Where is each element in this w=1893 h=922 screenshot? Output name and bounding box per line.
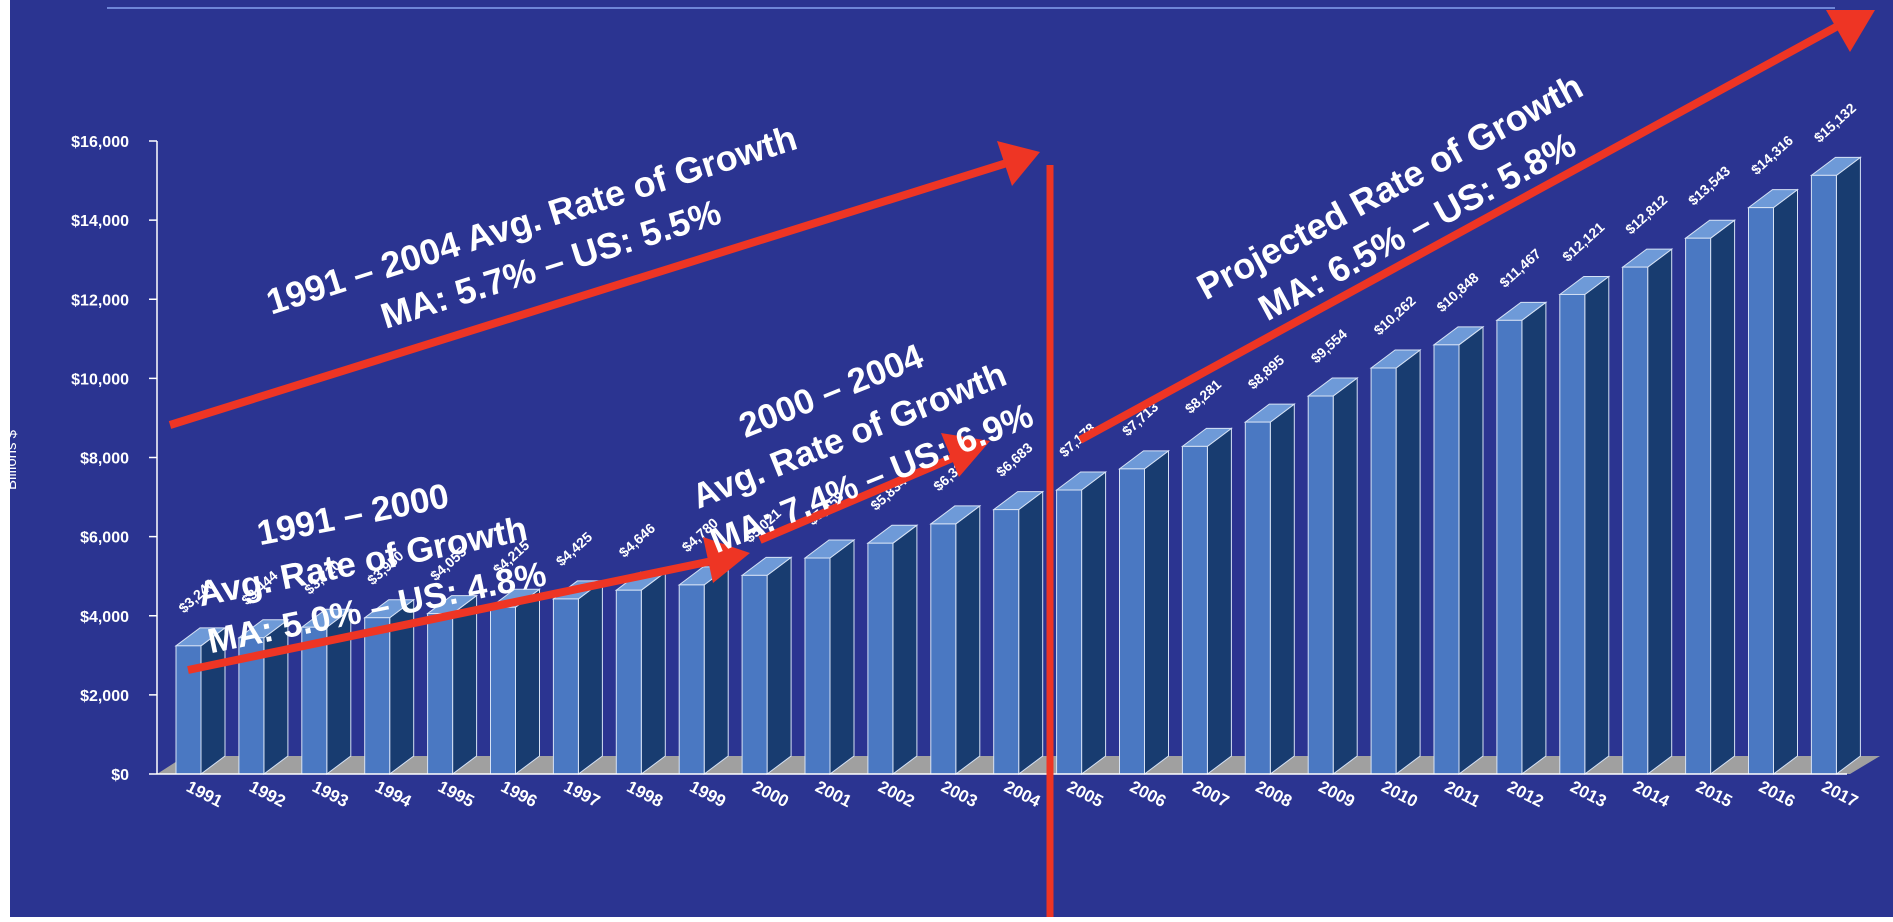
bar-front [1622,266,1649,775]
bar-1992 [237,618,290,775]
arrow-1991-2000 [187,537,750,674]
bar-2017 [1809,156,1862,775]
growth-arrows [168,10,1875,917]
bar-side [577,579,603,775]
bar-side [1332,377,1358,775]
bar-side [515,588,540,775]
bar-front [1748,207,1774,775]
bar-front [1685,237,1712,775]
bar-side [1269,403,1295,775]
bar-1997 [551,579,604,775]
bar-front [1370,367,1397,775]
bar-side [640,571,666,775]
bar-2015 [1684,219,1737,775]
bar-front [1307,395,1334,775]
arrow-projected [1078,10,1875,444]
arrow-2000-2004 [758,433,990,544]
bar-side [1835,156,1861,775]
bar-2001 [803,539,856,775]
bar-side [1206,427,1232,775]
bar-front [993,509,1020,775]
y-tick-label: $10,000 [71,371,129,388]
bar-front [1056,489,1083,775]
bar-side [1395,349,1421,775]
bar-side [1144,449,1169,775]
bar-side [892,524,918,775]
bar-front [1433,344,1460,775]
bar-side [452,594,478,775]
bar-2010 [1369,349,1422,775]
bar-1999 [677,565,730,775]
bar-front [490,606,516,775]
bar-front [615,589,642,775]
bar-1994 [363,598,416,775]
bar-side [766,556,792,775]
bar-side [1773,188,1798,775]
y-tick-label: $8,000 [80,451,129,468]
left-edge-strip [0,0,10,917]
y-tick-label: $6,000 [80,530,129,547]
bar-front [1496,319,1523,775]
bar-2007 [1180,427,1233,775]
bar-1993 [300,608,353,775]
bar-2014 [1621,248,1674,775]
bar-2000 [740,556,793,775]
bar-front [364,617,391,775]
bar-front [678,584,705,775]
bar-side [1018,490,1044,776]
bar-side [1647,248,1673,775]
bar-front [1119,468,1145,775]
y-tick-label: $0 [111,767,129,784]
bar-side [703,565,729,775]
bar-front [867,542,894,775]
bar-front [427,613,454,775]
bar-2002 [866,524,919,775]
bar-front [301,626,328,775]
y-tick-label: $16,000 [71,134,129,151]
bars [174,156,1862,776]
bar-side [1081,471,1107,775]
y-tick-label: $12,000 [71,292,129,309]
bar-front [1559,293,1586,775]
bar-2016 [1747,188,1799,775]
y-tick-label: $2,000 [80,688,129,705]
bar-2003 [929,504,982,775]
y-axis-title: Billions $ [3,429,20,490]
bar-2006 [1118,449,1170,775]
bar-front [930,523,957,775]
bar-side [955,504,981,775]
bar-2011 [1432,325,1485,775]
bar-side [1584,275,1610,775]
bar-side [1521,301,1547,775]
axes: Billions $ [3,141,1847,775]
y-tick-label: $14,000 [71,213,129,230]
bar-2008 [1243,403,1296,775]
y-tick-label: $4,000 [80,609,129,626]
bar-side [1710,219,1736,775]
arrow-1991-2004 [168,141,1040,429]
y-ticks: $0 $2,000 $4,000 $6,000 $8,000 $10,000 $12,000… [71,134,157,784]
bar-front [1810,174,1837,775]
bar-side [1458,325,1484,775]
bar-2004 [992,490,1045,776]
bar-front [804,557,831,775]
bar-front [1181,445,1208,775]
bar-2009 [1306,377,1359,775]
bar-2013 [1558,275,1611,775]
bar-front [552,598,579,775]
bar-side [829,539,855,775]
bar-front [741,574,768,775]
bar-1996 [489,588,541,775]
bar-front [1244,421,1271,775]
bar-2005 [1055,471,1108,775]
bar-1998 [614,571,667,775]
bar-2012 [1495,301,1548,775]
